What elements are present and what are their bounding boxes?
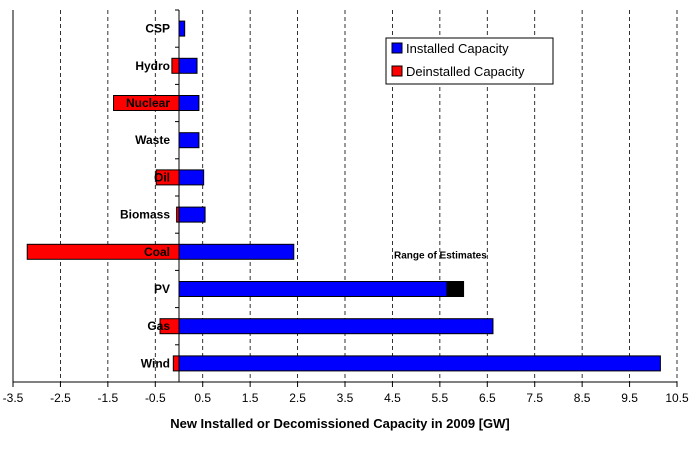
installed-bar-pv — [178, 281, 448, 297]
x-tick-label: 6.5 — [479, 391, 496, 405]
installed-bar-nuclear — [178, 95, 200, 111]
legend: Installed Capacity Deinstalled Capacity — [385, 37, 554, 85]
category-label-hydro: Hydro — [135, 59, 170, 73]
category-label-nuclear: Nuclear — [126, 96, 170, 110]
installed-bar-oil — [178, 169, 205, 186]
deinstalled-bar-wind — [172, 355, 180, 372]
deinstalled-bar-hydro — [171, 57, 180, 74]
x-tick-label: -3.5 — [3, 391, 24, 405]
range-of-estimates-label: Range of Estimates — [394, 250, 487, 261]
x-tick-label: 3.5 — [337, 391, 354, 405]
installed-bar-csp — [178, 20, 186, 37]
x-ticks: -3.5 -2.5 -1.5 -0.5 0.5 1.5 2.5 3.5 4.5 5.5 6.5 7.5… — [3, 382, 689, 405]
x-tick-label: -2.5 — [50, 391, 71, 405]
legend-box — [385, 37, 554, 85]
installed-bar-biomass — [178, 206, 206, 223]
x-tick-label: 4.5 — [384, 391, 401, 405]
x-tick-label: -1.5 — [98, 391, 119, 405]
x-tick-label: 2.5 — [289, 391, 306, 405]
category-label-oil: Oil — [154, 170, 170, 184]
x-tick-label: 7.5 — [526, 391, 543, 405]
x-axis-title: New Installed or Decomissioned Capacity … — [170, 416, 510, 431]
legend-label-installed: Installed Capacity — [406, 41, 509, 56]
legend-label-deinstalled: Deinstalled Capacity — [406, 64, 525, 79]
x-tick-label: 8.5 — [574, 391, 591, 405]
bars — [26, 20, 661, 372]
installed-bar-gas — [178, 318, 494, 335]
category-labels: CSP Hydro Nuclear Waste Oil Biomass Coal PV Gas W… — [120, 22, 170, 371]
x-tick-label: 0.5 — [194, 391, 211, 405]
legend-swatch-deinstalled — [391, 65, 403, 77]
x-tick-label: 5.5 — [432, 391, 449, 405]
category-label-pv: PV — [154, 282, 170, 296]
category-label-waste: Waste — [135, 133, 170, 147]
category-label-biomass: Biomass — [120, 208, 170, 222]
installed-bar-hydro — [178, 57, 198, 74]
installed-bar-wind — [178, 355, 661, 372]
x-tick-label: -0.5 — [145, 391, 166, 405]
category-label-csp: CSP — [145, 22, 170, 36]
category-label-wind: Wind — [141, 356, 170, 370]
range-of-estimates-bar — [446, 281, 465, 297]
x-tick-label: 10.5 — [665, 391, 689, 405]
category-label-coal: Coal — [144, 245, 170, 259]
installed-bar-coal — [178, 243, 295, 260]
category-label-gas: Gas — [147, 319, 170, 333]
installed-bar-waste — [178, 132, 200, 149]
x-tick-label: 1.5 — [242, 391, 259, 405]
x-tick-label: 9.5 — [621, 391, 638, 405]
legend-swatch-installed — [391, 42, 403, 54]
